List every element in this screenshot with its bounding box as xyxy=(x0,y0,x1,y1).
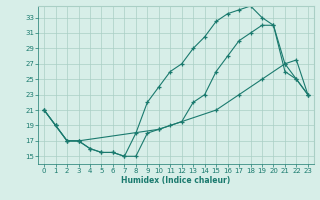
X-axis label: Humidex (Indice chaleur): Humidex (Indice chaleur) xyxy=(121,176,231,185)
